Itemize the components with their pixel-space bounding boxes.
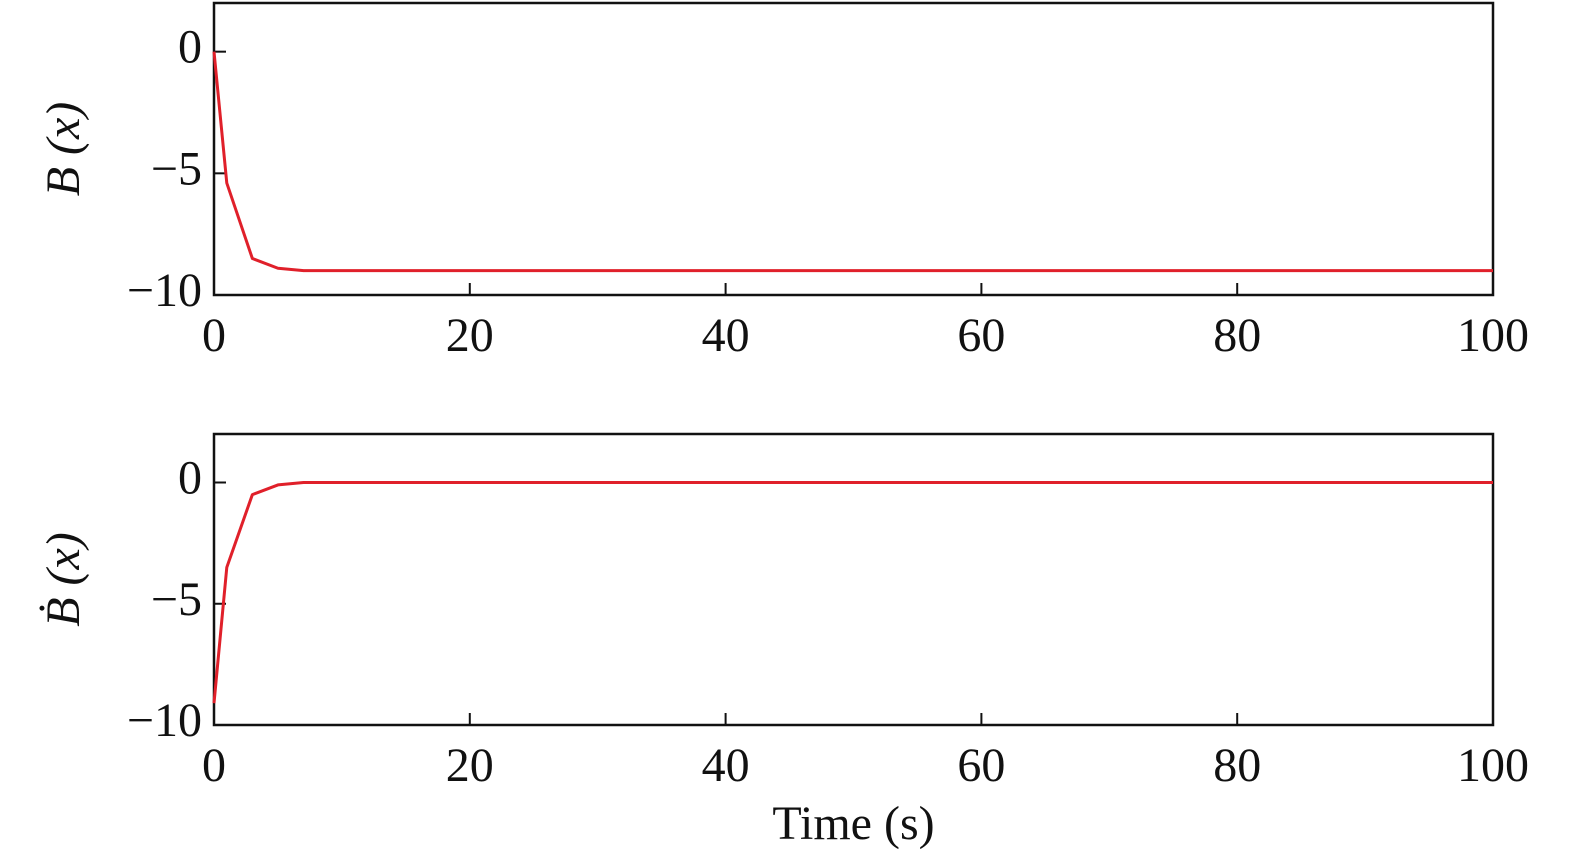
x-tick-label: 80	[1213, 739, 1261, 792]
y-tick-label: 0	[178, 21, 202, 74]
y-tick-label: −10	[127, 264, 202, 317]
y-tick-label: 0	[178, 452, 202, 505]
y-tick-label: −5	[151, 142, 202, 195]
x-axis-label: Time (s)	[772, 797, 934, 850]
x-tick-label: 40	[702, 739, 750, 792]
x-tick-label: 100	[1457, 309, 1529, 362]
plot-frame	[212, 1, 1495, 297]
plot-frame	[212, 432, 1495, 727]
x-tick-label: 20	[446, 739, 494, 792]
y-tick-label: −10	[127, 694, 202, 747]
x-tick-label: 60	[957, 309, 1005, 362]
x-tick-label: 40	[702, 309, 750, 362]
y-tick-label: −5	[151, 573, 202, 626]
series-line	[212, 481, 1493, 704]
y-axis-label: Ḃ (x)	[37, 532, 90, 627]
x-tick-label: 20	[446, 309, 494, 362]
x-tick-label: 80	[1213, 309, 1261, 362]
x-tick-label: 100	[1457, 739, 1529, 792]
x-tick-label: 0	[202, 739, 226, 792]
y-axis-label: B (x)	[37, 102, 90, 197]
x-tick-label: 60	[957, 739, 1005, 792]
series-line	[212, 51, 1493, 273]
x-tick-label: 0	[202, 309, 226, 362]
